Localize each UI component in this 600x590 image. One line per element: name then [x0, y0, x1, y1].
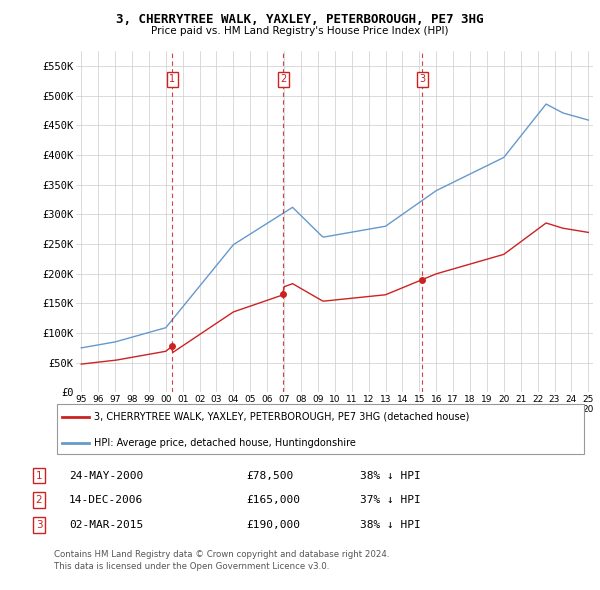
- Text: £190,000: £190,000: [246, 520, 300, 530]
- Text: 37% ↓ HPI: 37% ↓ HPI: [360, 496, 421, 505]
- Text: HPI: Average price, detached house, Huntingdonshire: HPI: Average price, detached house, Hunt…: [94, 438, 356, 448]
- Text: This data is licensed under the Open Government Licence v3.0.: This data is licensed under the Open Gov…: [54, 562, 329, 571]
- Text: 24-MAY-2000: 24-MAY-2000: [69, 471, 143, 480]
- Text: 3, CHERRYTREE WALK, YAXLEY, PETERBOROUGH, PE7 3HG: 3, CHERRYTREE WALK, YAXLEY, PETERBOROUGH…: [116, 13, 484, 26]
- Text: 14-DEC-2006: 14-DEC-2006: [69, 496, 143, 505]
- Text: 38% ↓ HPI: 38% ↓ HPI: [360, 471, 421, 480]
- Text: 38% ↓ HPI: 38% ↓ HPI: [360, 520, 421, 530]
- Text: 1: 1: [169, 74, 175, 84]
- Text: 02-MAR-2015: 02-MAR-2015: [69, 520, 143, 530]
- Text: £78,500: £78,500: [246, 471, 293, 480]
- Text: 2: 2: [280, 74, 287, 84]
- Text: 1: 1: [35, 471, 43, 480]
- Text: 3: 3: [35, 520, 43, 530]
- Text: Contains HM Land Registry data © Crown copyright and database right 2024.: Contains HM Land Registry data © Crown c…: [54, 550, 389, 559]
- Text: 3, CHERRYTREE WALK, YAXLEY, PETERBOROUGH, PE7 3HG (detached house): 3, CHERRYTREE WALK, YAXLEY, PETERBOROUGH…: [94, 412, 469, 422]
- FancyBboxPatch shape: [56, 404, 584, 454]
- Text: 2: 2: [35, 496, 43, 505]
- Text: 3: 3: [419, 74, 425, 84]
- Text: Price paid vs. HM Land Registry's House Price Index (HPI): Price paid vs. HM Land Registry's House …: [151, 26, 449, 36]
- Text: £165,000: £165,000: [246, 496, 300, 505]
